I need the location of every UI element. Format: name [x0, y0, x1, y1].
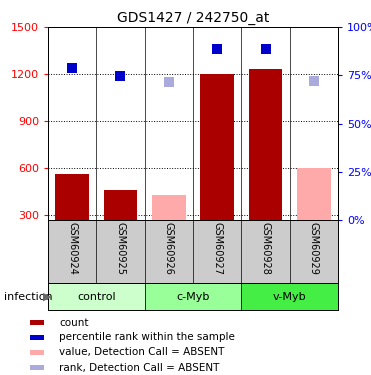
Bar: [104, 190, 137, 220]
Bar: [145, 283, 241, 310]
Bar: [200, 74, 234, 220]
Bar: [30, 350, 44, 355]
Title: GDS1427 / 242750_at: GDS1427 / 242750_at: [117, 10, 269, 25]
Point: [311, 78, 317, 84]
Text: GSM60927: GSM60927: [212, 222, 222, 275]
Text: GSM60925: GSM60925: [115, 222, 125, 275]
Point: [118, 74, 124, 80]
Text: control: control: [77, 291, 116, 302]
Text: rank, Detection Call = ABSENT: rank, Detection Call = ABSENT: [59, 363, 220, 372]
Bar: [48, 283, 145, 310]
Bar: [55, 174, 89, 220]
Text: GSM60924: GSM60924: [67, 222, 77, 275]
Text: value, Detection Call = ABSENT: value, Detection Call = ABSENT: [59, 348, 225, 357]
Text: percentile rank within the sample: percentile rank within the sample: [59, 333, 235, 342]
Text: count: count: [59, 318, 89, 327]
Text: ▶: ▶: [43, 291, 51, 302]
Point: [166, 79, 172, 85]
Text: GSM60929: GSM60929: [309, 222, 319, 275]
Text: GSM60928: GSM60928: [260, 222, 270, 275]
Point: [214, 46, 220, 52]
Text: v-Myb: v-Myb: [273, 291, 306, 302]
Bar: [241, 283, 338, 310]
Bar: [297, 168, 331, 220]
Text: c-Myb: c-Myb: [176, 291, 210, 302]
Point: [263, 46, 269, 52]
Bar: [30, 365, 44, 370]
Bar: [249, 69, 282, 220]
Point: [69, 65, 75, 71]
Bar: [152, 195, 186, 220]
Bar: [30, 335, 44, 340]
Bar: [30, 320, 44, 325]
Text: GSM60926: GSM60926: [164, 222, 174, 275]
Text: infection: infection: [4, 291, 52, 302]
